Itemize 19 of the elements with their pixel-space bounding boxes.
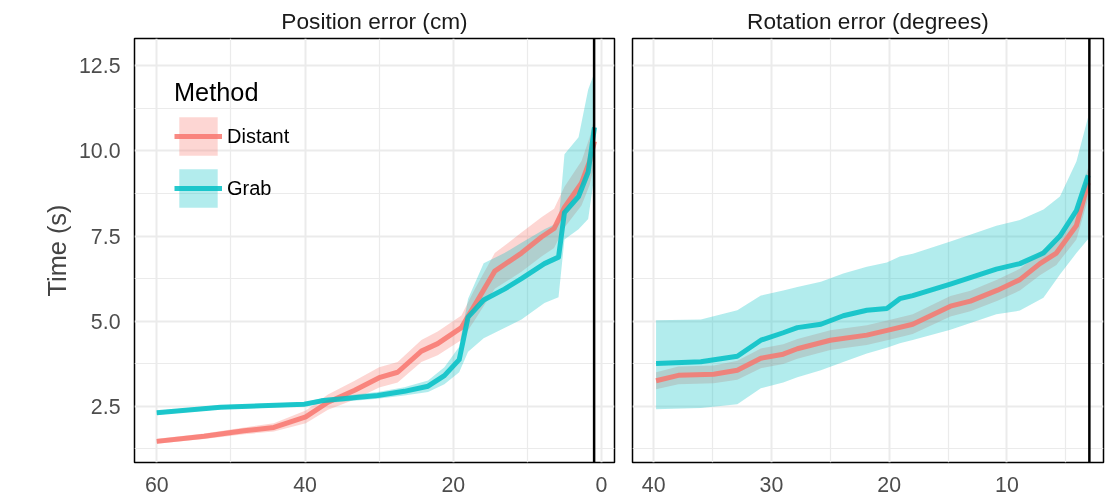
y-tick-label: 5.0	[90, 309, 121, 334]
x-tick-label: 20	[877, 472, 902, 494]
y-tick-label: 2.5	[90, 394, 121, 419]
y-tick-label: 12.5	[78, 54, 121, 79]
x-tick-label: 20	[441, 472, 466, 494]
legend-label: Grab	[227, 176, 272, 200]
x-tick-label: 40	[641, 472, 666, 494]
x-tick-label: 10	[995, 472, 1019, 494]
legend-title: Method	[174, 78, 260, 107]
chart-title: Position error (cm)	[281, 7, 468, 34]
y-tick-label: 10.0	[78, 139, 121, 164]
x-tick-label: 60	[144, 472, 169, 494]
x-tick-label: 0	[595, 472, 608, 494]
x-tick-label: 30	[759, 472, 784, 494]
legend-label: Distant	[227, 124, 290, 148]
x-tick-label: 40	[293, 472, 317, 494]
y-tick-label: 7.5	[90, 224, 121, 249]
y-axis-title: Time (s)	[42, 204, 71, 297]
chart-title: Rotation error (degrees)	[747, 7, 989, 34]
